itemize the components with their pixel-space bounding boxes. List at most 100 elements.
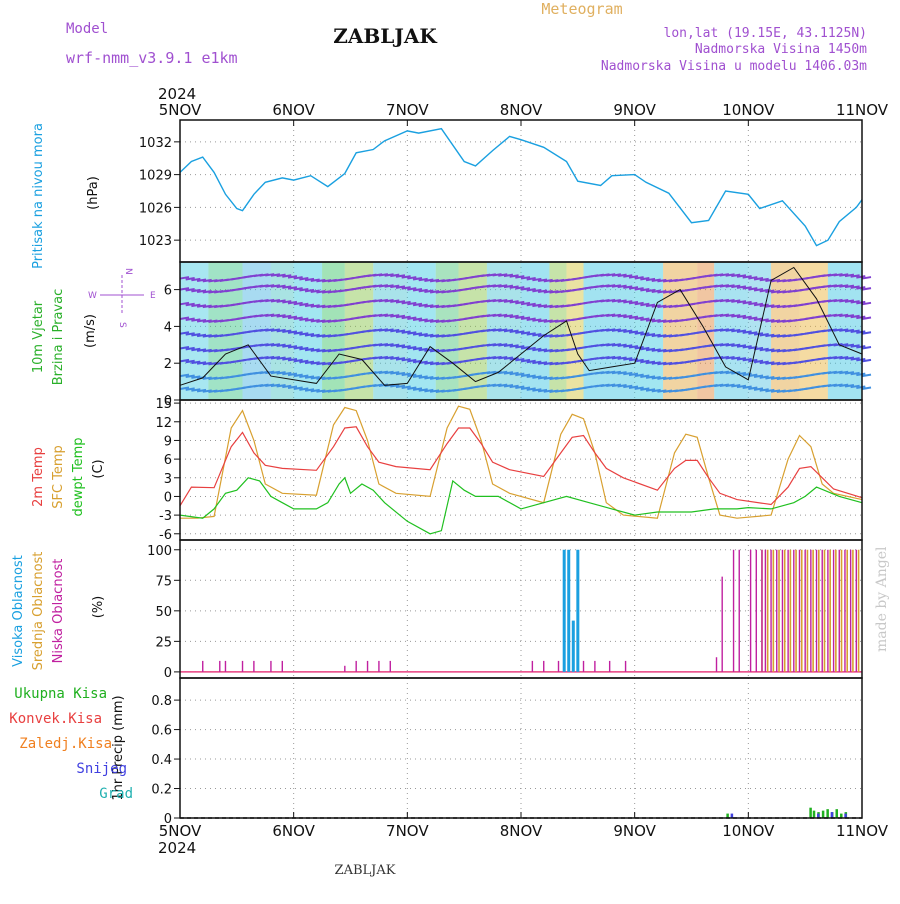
wind-arrow xyxy=(850,357,860,361)
wind-arrow xyxy=(765,361,775,365)
wind-arrow xyxy=(407,386,417,390)
wind-arrow xyxy=(526,288,536,292)
model-altitude-label: Nadmorska Visina u modelu 1406.03m xyxy=(601,59,867,74)
wind-arrow xyxy=(418,303,428,308)
wind-arrow xyxy=(407,358,417,363)
wind-arrow xyxy=(640,387,650,391)
y-tick-label: 25 xyxy=(155,635,172,650)
wind-arrow xyxy=(401,357,411,362)
x-tick-label-top: 11NOV xyxy=(836,101,889,119)
wind-arrow xyxy=(617,384,627,388)
wind-arrow xyxy=(657,348,667,353)
wind-arrow xyxy=(412,302,423,307)
wind-arrow xyxy=(299,317,309,321)
wind-arrow xyxy=(202,319,212,323)
wind-arrow xyxy=(628,300,639,305)
wind-arrow xyxy=(498,370,508,375)
y-tick-label: 0.6 xyxy=(151,724,172,739)
cloud-bar xyxy=(732,549,735,672)
wind-arrow xyxy=(606,273,616,277)
x-tick-label-bottom: 10NOV xyxy=(722,822,775,840)
wind-arrow xyxy=(543,361,553,366)
wind-arrow xyxy=(179,287,190,291)
wind-arrow xyxy=(759,375,769,379)
wind-arrow xyxy=(731,299,741,303)
wind-arrow xyxy=(645,277,656,282)
wind-arrow xyxy=(401,372,411,377)
wind-arrow xyxy=(532,303,542,308)
wind-arrow xyxy=(515,275,525,279)
wind-arrow xyxy=(401,300,411,305)
wind-arrow xyxy=(395,344,406,348)
wind-arrow xyxy=(731,356,741,360)
wind-arrow xyxy=(748,301,758,306)
cloud-bar xyxy=(624,660,627,672)
wind-arrow xyxy=(395,357,406,361)
wind-arrow xyxy=(287,275,298,279)
footer-station: ZABLJAK xyxy=(335,863,396,878)
wind-arrow xyxy=(196,289,207,294)
cloud-bar xyxy=(344,665,346,672)
wind-arrow xyxy=(191,318,201,322)
wind-arrow xyxy=(310,361,320,365)
wind-arrow xyxy=(270,284,281,288)
precip-legend-item: Zaledj.Kisa xyxy=(19,736,112,752)
wind-arrow xyxy=(265,284,275,288)
cloud-bar xyxy=(764,549,767,672)
cloud-bar xyxy=(793,549,795,672)
wind-arrow xyxy=(748,287,758,291)
cloud-bar xyxy=(781,549,784,672)
wind-arrow xyxy=(526,359,536,364)
wind-arrow xyxy=(299,346,309,351)
wind-arrow xyxy=(185,277,195,281)
wind-arrow xyxy=(179,276,190,280)
wind-arrow xyxy=(537,289,548,294)
wind-arrow xyxy=(844,356,855,360)
wind-arrow xyxy=(185,346,195,351)
wind-arrow xyxy=(179,373,190,378)
precip-legend-item: Grad xyxy=(99,786,133,802)
wind-arrow xyxy=(640,317,650,321)
y-tick-label: 2 xyxy=(164,357,172,372)
wind-arrow xyxy=(623,285,633,289)
wind-arrow xyxy=(412,346,423,351)
wind-arrow xyxy=(196,304,207,308)
wind-arrow xyxy=(282,300,292,304)
cloud-high-label: Visoka Oblacnost xyxy=(11,555,26,667)
wind-arrow xyxy=(515,300,525,305)
wind-arrow xyxy=(299,302,309,307)
wind-arrow xyxy=(412,359,423,364)
wind-arrow xyxy=(765,348,775,352)
compass-e: E xyxy=(150,291,156,301)
wind-arrow xyxy=(861,373,872,378)
wind-arrow xyxy=(265,342,275,347)
cloud-bar xyxy=(389,660,391,672)
wind-arrow xyxy=(384,370,394,375)
cloud-bar xyxy=(608,660,611,672)
wind-arrow xyxy=(515,372,525,377)
wind-arrow xyxy=(645,303,656,308)
wind-arrow xyxy=(657,389,667,393)
year-label-bottom: 2024 xyxy=(158,839,196,857)
wind-arrow xyxy=(537,318,548,323)
wind-arrow xyxy=(748,386,758,390)
wind-arrow xyxy=(628,286,639,290)
wind-arrow xyxy=(299,288,309,292)
wind-arrow xyxy=(839,356,849,360)
y-tick-label: 0 xyxy=(164,490,172,505)
wind-arrow xyxy=(537,304,548,308)
wind-unit: (m/s) xyxy=(83,314,98,348)
cloud-bar xyxy=(846,549,849,672)
cloud-bar xyxy=(594,660,596,672)
cloud-mid-label: Srednja Oblacnost xyxy=(31,552,46,671)
x-tick-label-bottom: 6NOV xyxy=(272,822,315,840)
wind-arrow xyxy=(640,302,650,307)
wind-arrow xyxy=(833,370,843,375)
x-tick-label-top: 5NOV xyxy=(159,101,202,119)
x-tick-label-top: 9NOV xyxy=(613,101,656,119)
y-tick-label: 1023 xyxy=(139,234,172,249)
wind-arrow xyxy=(634,358,644,363)
wind-arrow xyxy=(424,388,434,393)
wind-arrow xyxy=(179,386,190,390)
wind-arrow xyxy=(833,298,843,303)
